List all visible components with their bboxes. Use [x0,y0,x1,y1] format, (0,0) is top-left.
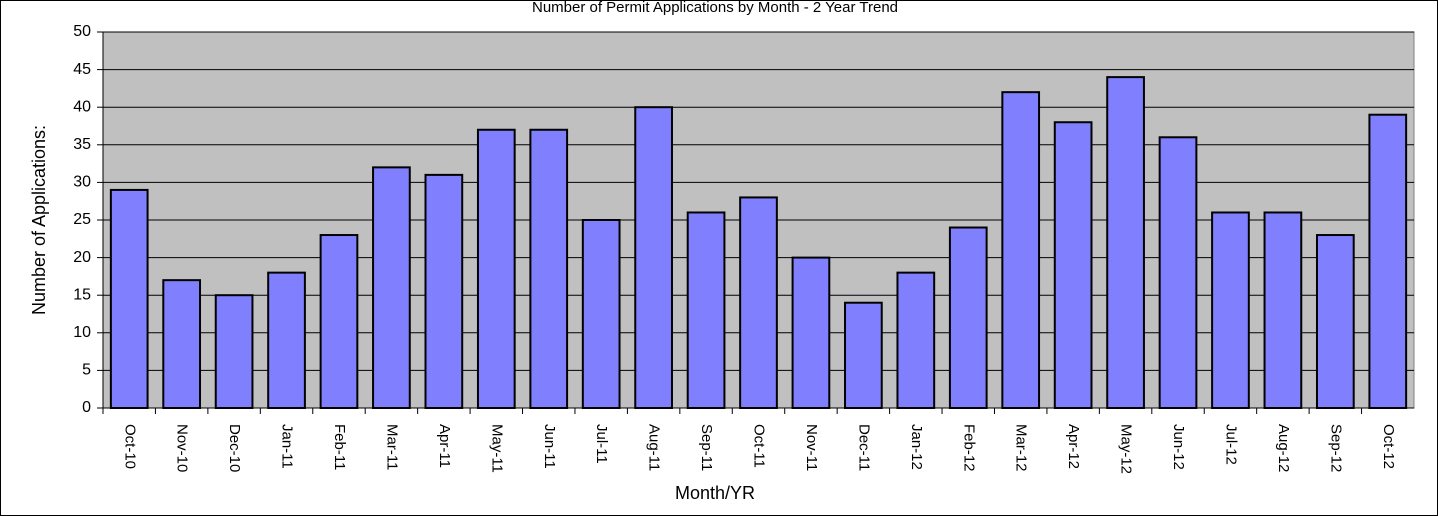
bar [896,271,936,410]
x-tick-label: May-11 [488,424,505,473]
bar [267,271,306,410]
chart-title: Number of Permit Applications by Month -… [532,0,898,16]
bar [1158,136,1198,409]
bar [1263,211,1303,409]
bar [1001,91,1041,409]
bar [739,196,778,409]
x-tick-label: Oct-12 [1380,424,1397,469]
x-tick-label: Mar-12 [1013,424,1030,472]
y-tick-label: 20 [73,249,91,266]
x-axis-title: Month/YR [675,483,755,503]
x-tick-label: Nov-11 [803,424,820,471]
x-tick-label: Jun-12 [1170,424,1187,470]
y-tick-label: 0 [82,399,91,416]
bar [476,128,516,409]
x-tick-label: Apr-11 [436,424,453,468]
bar [634,106,673,409]
y-tick-label: 15 [73,286,91,303]
x-tick-label: May-12 [1118,424,1135,474]
bar [109,188,149,409]
bar [581,219,621,409]
x-tick-label: Nov-10 [174,424,191,472]
x-tick-label: Jul-12 [1222,424,1239,465]
bar [1106,76,1145,410]
bar [1053,121,1093,410]
x-tick-label: Feb-11 [331,424,348,470]
y-tick-label: 40 [73,98,91,115]
x-tick-label: Aug-12 [1275,424,1292,472]
x-tick-label: Jan-11 [279,424,296,469]
x-tick-label: Sep-12 [1327,424,1344,472]
bar [948,226,988,409]
bar [1211,211,1250,409]
x-tick-label: Oct-11 [751,424,768,468]
y-tick-label: 35 [73,136,91,153]
y-tick-label: 50 [73,23,91,40]
y-tick-label: 25 [73,211,91,228]
y-tick-label: 5 [82,362,91,379]
bar [214,294,254,410]
bar [1368,113,1408,409]
bar [372,166,411,409]
x-tick-label: Jan-12 [908,424,925,470]
x-tick-label: Sep-11 [698,424,715,471]
y-axis-title: Number of Applications: [29,125,49,315]
bar [1315,234,1355,409]
x-tick-label: Aug-11 [646,424,663,471]
y-tick-label: 45 [73,61,91,78]
bar [791,256,831,409]
bar [844,301,883,409]
x-tick-label: Jun-11 [541,424,558,469]
x-tick-label: Mar-11 [383,424,400,470]
x-tick-label: Jul-11 [593,424,610,464]
x-tick-label: Oct-10 [121,424,138,469]
y-tick-label: 10 [73,324,91,341]
bar [686,211,726,409]
x-tick-label: Dec-10 [226,424,243,472]
bar [529,128,569,409]
x-tick-label: Feb-12 [960,424,977,472]
bar [424,173,464,409]
x-tick-label: Apr-12 [1065,424,1082,469]
y-tick-label: 30 [73,174,91,191]
x-tick-label: Dec-11 [855,424,872,471]
bar [162,279,202,409]
bar [319,234,359,409]
